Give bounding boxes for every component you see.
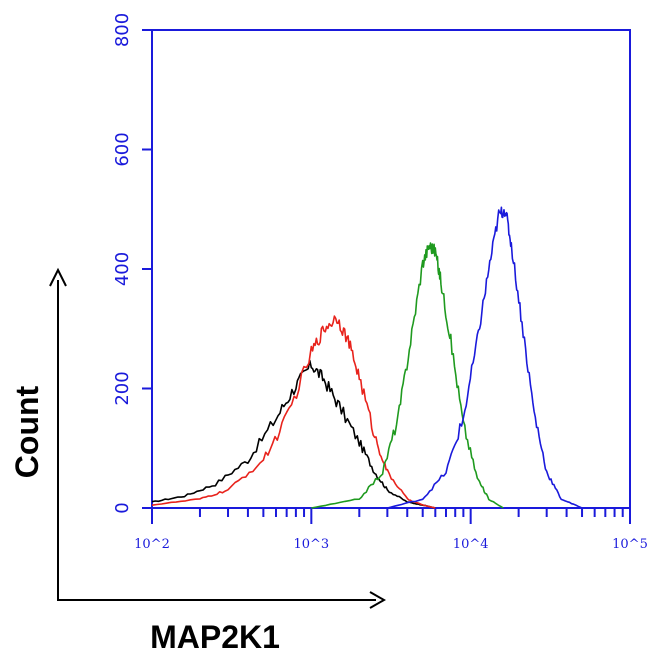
series-line	[151, 359, 436, 509]
x-tick-label: 10^3	[293, 537, 329, 552]
x-axis-ticks: 10^2 10^3 10^4 10^5	[134, 508, 648, 552]
y-axis-arrowhead	[49, 267, 67, 287]
x-tick-label: 10^2	[134, 537, 170, 552]
series-line	[151, 315, 436, 509]
y-axis-ticks: 0 200 400 600 800	[112, 13, 152, 514]
x-tick-label: 10^5	[612, 537, 648, 552]
series-line	[311, 242, 504, 509]
y-tick-label: 200	[112, 371, 133, 405]
y-axis-title: Count	[9, 385, 45, 478]
y-tick-label: 600	[112, 132, 133, 166]
series-line	[387, 206, 583, 509]
y-tick-label: 800	[112, 13, 133, 47]
y-tick-label: 0	[112, 502, 133, 513]
series-layer	[151, 206, 583, 509]
x-axis-arrowhead	[369, 591, 387, 609]
plot-frame	[151, 29, 631, 509]
y-tick-label: 400	[112, 252, 133, 286]
x-axis-title: MAP2K1	[150, 619, 280, 655]
x-tick-label: 10^4	[453, 537, 489, 552]
